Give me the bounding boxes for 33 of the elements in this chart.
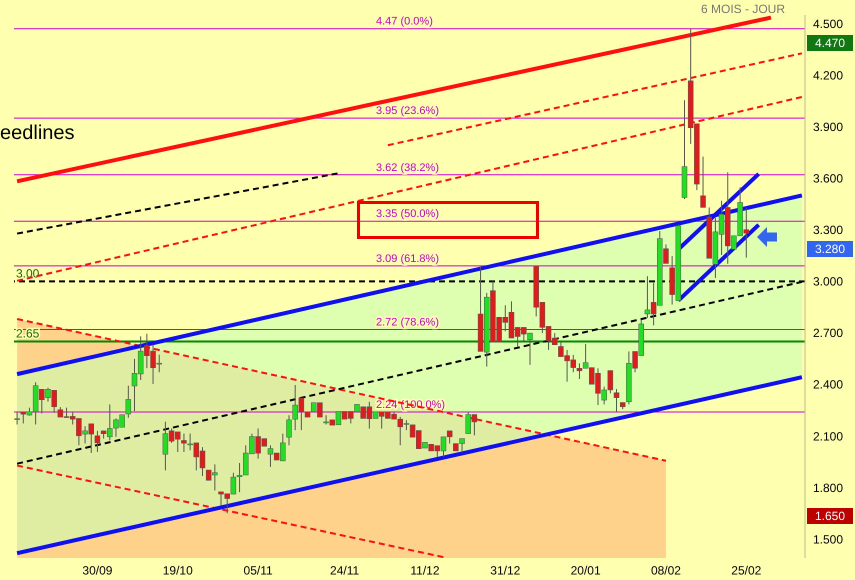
ref-line-label: 3.00 — [16, 266, 40, 280]
x-tick-label: 31/12 — [490, 564, 521, 578]
ref-line-label: 3.09 (61.8%) — [376, 252, 439, 265]
annotation: eedlines — [0, 121, 76, 145]
y-tick-label: 3.300 — [813, 223, 844, 238]
y-tick-label: 2.700 — [813, 326, 844, 340]
y-tick-label: 2.400 — [813, 378, 844, 392]
x-tick-label: 25/02 — [731, 564, 762, 578]
x-tick-label: 24/11 — [330, 564, 360, 578]
y-tick-label: 4.200 — [813, 68, 844, 82]
text: 3.280 — [807, 241, 853, 257]
ref-line-label: 3.35 (50.0%) — [376, 208, 439, 220]
y-tick-label: 3.600 — [813, 172, 844, 186]
y-tick-label: 1.800 — [813, 480, 844, 495]
ref-line-label: 3.95 (23.6%) — [376, 105, 439, 118]
x-tick-label: 20/01 — [570, 564, 601, 578]
text: 1.650 — [807, 508, 853, 524]
x-tick-label: 11/12 — [410, 564, 440, 578]
x-tick-label: 30/09 — [82, 564, 113, 578]
ref-line-label: 4.47 (0.0%) — [376, 16, 433, 28]
ref-line-label: 2.65 — [16, 326, 40, 340]
x-tick-label: 05/11 — [244, 564, 273, 578]
x-tick-label: 19/10 — [162, 564, 194, 578]
chart-subtitle: 6 MOIS - JOUR — [700, 2, 785, 16]
y-tick-label: 3.900 — [813, 120, 844, 134]
y-tick-label: 3.000 — [813, 274, 844, 289]
y-tick-label: 1.500 — [813, 532, 844, 546]
y-tick-label: 4.500 — [813, 16, 844, 31]
ref-line-label: 3.62 (38.2%) — [376, 162, 439, 174]
x-tick-label: 08/02 — [650, 564, 682, 578]
y-tick-label: 2.100 — [813, 429, 844, 444]
text: 4.470 — [807, 35, 853, 51]
ref-line-label: 2.72 (78.6%) — [376, 316, 439, 328]
